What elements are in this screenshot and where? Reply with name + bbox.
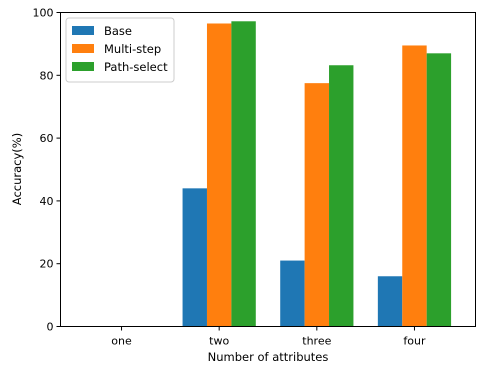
bar-base-two [182, 188, 207, 327]
bar-multi-step-four [402, 45, 427, 327]
y-axis-label: Accuracy(%) [10, 133, 24, 205]
bar-base-three [280, 260, 305, 327]
x-tick-label: one [111, 335, 132, 348]
legend-label: Multi-step [104, 42, 161, 56]
bar-multi-step-three [304, 83, 330, 327]
y-tick-label: 20 [40, 258, 54, 271]
bar-path-select-three [329, 65, 354, 327]
legend-label: Base [104, 24, 132, 38]
y-tick-label: 60 [40, 132, 54, 145]
x-axis-label: Number of attributes [208, 350, 329, 364]
plot-frame [60, 12, 476, 327]
x-tick-label: three [302, 335, 331, 348]
x-tick-label: two [209, 335, 229, 348]
legend: Base Multi-step Path-select [65, 17, 175, 83]
bar-path-select-two [231, 21, 256, 327]
legend-label: Path-select [104, 60, 168, 74]
y-tick-label: 100 [33, 7, 54, 20]
y-tick-label: 40 [40, 195, 54, 208]
y-tick-label: 80 [40, 69, 54, 82]
x-tick-label: four [403, 335, 426, 348]
bar-multi-step-two [206, 23, 232, 327]
y-axis-ticks: 0 20 40 60 80 100 [33, 7, 61, 334]
legend-swatch [72, 26, 94, 35]
bars-group [182, 21, 452, 327]
legend-swatch [72, 62, 94, 71]
y-tick-label: 0 [47, 321, 54, 334]
legend-swatch [72, 44, 94, 53]
bar-path-select-four [426, 53, 452, 327]
x-axis-ticks: one two three four [111, 326, 426, 348]
bar-base-four [377, 276, 403, 327]
